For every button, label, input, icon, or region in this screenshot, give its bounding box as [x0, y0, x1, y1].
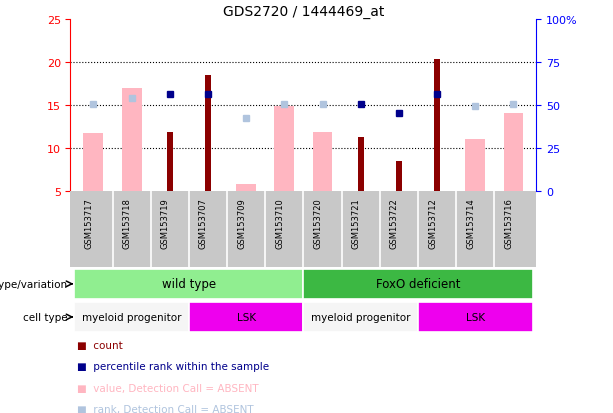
Text: GSM153707: GSM153707 — [199, 197, 208, 248]
Bar — [83, 134, 104, 191]
Bar — [418, 302, 533, 332]
Text: GSM153710: GSM153710 — [275, 197, 284, 248]
Text: GSM153717: GSM153717 — [85, 197, 93, 248]
Bar — [121, 88, 142, 191]
Text: genotype/variation: genotype/variation — [0, 279, 67, 289]
Text: ■  count: ■ count — [77, 340, 123, 350]
Bar — [74, 302, 189, 332]
Text: ■  percentile rank within the sample: ■ percentile rank within the sample — [77, 361, 268, 371]
Title: GDS2720 / 1444469_at: GDS2720 / 1444469_at — [223, 5, 384, 19]
Text: GSM153722: GSM153722 — [390, 197, 399, 248]
Bar — [303, 302, 418, 332]
Bar — [396, 161, 402, 191]
Text: FoxO deficient: FoxO deficient — [376, 278, 460, 291]
Bar — [189, 302, 303, 332]
Bar — [357, 138, 364, 191]
Bar — [434, 60, 440, 191]
Text: LSK: LSK — [237, 312, 256, 322]
Text: GSM153721: GSM153721 — [352, 197, 360, 248]
Bar — [465, 140, 485, 191]
Text: ■  rank, Detection Call = ABSENT: ■ rank, Detection Call = ABSENT — [77, 404, 253, 413]
Text: GSM153714: GSM153714 — [466, 197, 475, 248]
Text: cell type: cell type — [23, 312, 67, 322]
Bar — [275, 107, 294, 191]
Bar — [503, 114, 524, 191]
Text: GSM153718: GSM153718 — [123, 197, 132, 248]
Bar — [303, 269, 533, 299]
Text: GSM153720: GSM153720 — [313, 197, 322, 248]
Text: LSK: LSK — [466, 312, 485, 322]
Text: wild type: wild type — [162, 278, 216, 291]
Bar — [236, 184, 256, 191]
Text: ■  value, Detection Call = ABSENT: ■ value, Detection Call = ABSENT — [77, 383, 258, 393]
Text: GSM153712: GSM153712 — [428, 197, 437, 248]
Text: myeloid progenitor: myeloid progenitor — [311, 312, 411, 322]
Bar — [205, 76, 211, 191]
Text: myeloid progenitor: myeloid progenitor — [82, 312, 181, 322]
Bar — [313, 133, 332, 191]
Bar — [74, 269, 303, 299]
Text: GSM153719: GSM153719 — [161, 197, 170, 248]
Text: GSM153716: GSM153716 — [504, 197, 514, 248]
Text: GSM153709: GSM153709 — [237, 197, 246, 248]
Bar — [167, 133, 173, 191]
